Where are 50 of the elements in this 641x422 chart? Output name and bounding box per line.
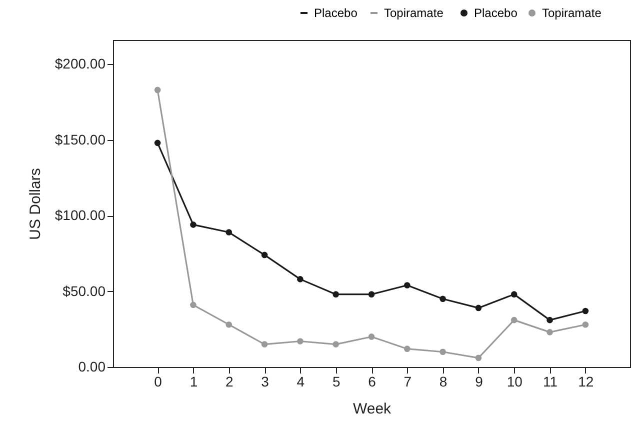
x-tick-label: 10 xyxy=(506,374,523,390)
point xyxy=(226,229,232,236)
point xyxy=(546,316,553,324)
point xyxy=(332,291,340,298)
point xyxy=(190,222,196,228)
text: Placebo xyxy=(474,6,518,20)
point xyxy=(297,276,304,282)
y-axis-title: US Dollars xyxy=(26,168,44,240)
point xyxy=(154,86,161,94)
text: Topiramate xyxy=(542,6,602,20)
point xyxy=(368,291,375,298)
x-tick-label: 5 xyxy=(332,374,340,390)
point xyxy=(261,341,268,348)
point xyxy=(297,338,304,344)
x-tick-label: 6 xyxy=(368,374,376,390)
point xyxy=(582,308,589,314)
point xyxy=(475,304,482,312)
x-tick-label: 8 xyxy=(439,374,448,390)
x-tick-label: 11 xyxy=(543,374,558,390)
point xyxy=(404,346,410,352)
x-tick-label: 2 xyxy=(225,374,234,390)
x-tick-label: 1 xyxy=(190,374,198,390)
point xyxy=(510,291,518,298)
legend-label: Topiramate xyxy=(384,6,444,20)
point xyxy=(546,329,553,336)
point xyxy=(226,321,232,328)
point xyxy=(190,302,196,308)
point xyxy=(154,140,161,146)
point xyxy=(475,354,482,362)
y-tick-label: $200.00 xyxy=(54,56,106,72)
point xyxy=(440,296,446,302)
point xyxy=(404,282,410,288)
point xyxy=(582,321,589,328)
x-tick-label: 9 xyxy=(475,374,484,390)
point xyxy=(510,316,518,324)
x-tick-label: 12 xyxy=(578,374,594,390)
legend-label: Placebo xyxy=(314,6,358,20)
y-tick-label: $150.00 xyxy=(54,131,106,148)
point xyxy=(261,252,268,258)
point xyxy=(332,341,340,348)
point xyxy=(440,348,446,356)
x-axis-title: Week xyxy=(352,400,392,418)
x-tick-label: 7 xyxy=(404,374,412,390)
x-tick-label: 0 xyxy=(154,374,162,390)
point xyxy=(368,334,375,340)
y-tick-label: 0.00 xyxy=(78,358,106,374)
x-tick-label: 4 xyxy=(296,374,305,390)
y-tick-label: $100.00 xyxy=(54,207,106,224)
x-tick-label: 3 xyxy=(261,374,270,390)
y-tick-label: $50.00 xyxy=(62,282,106,299)
